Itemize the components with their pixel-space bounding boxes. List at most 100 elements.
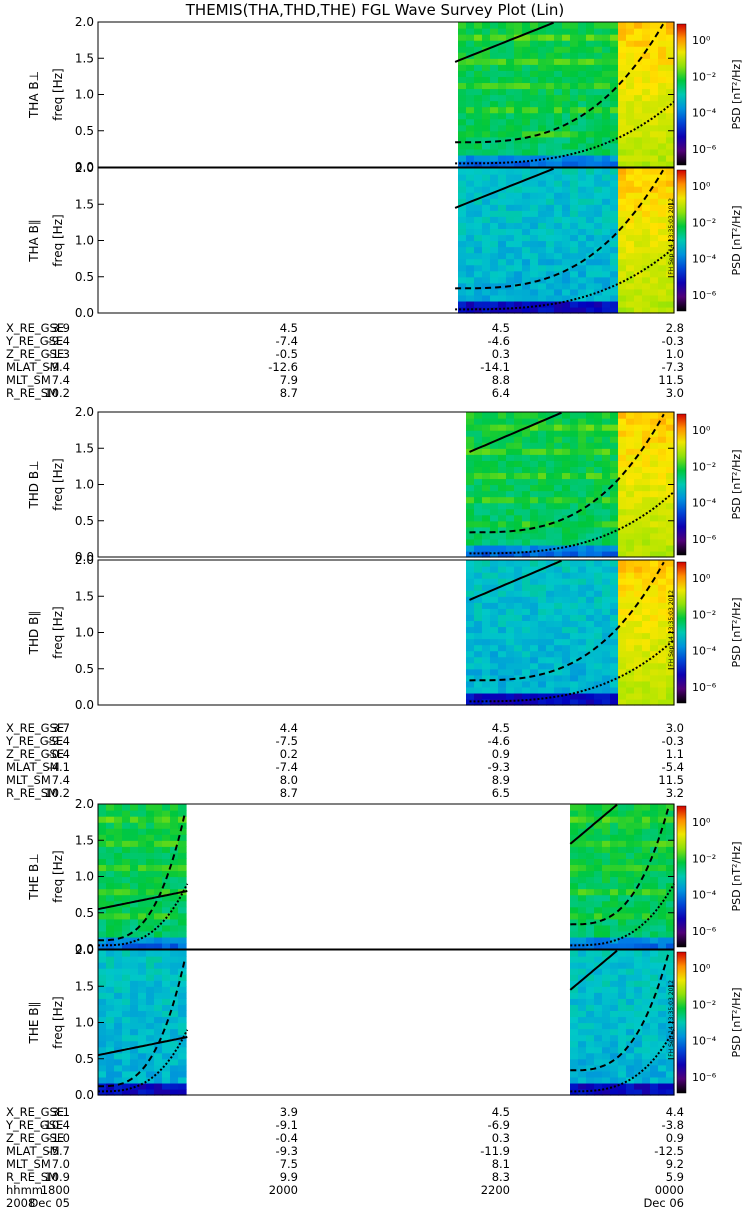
ephemeris-value: 4.5	[491, 321, 510, 335]
spectrogram-cell	[650, 246, 659, 254]
spectrogram-cell	[538, 52, 547, 59]
spectrogram-cell	[642, 828, 651, 835]
spectrogram-cell	[626, 924, 635, 932]
colorbar-tick-label: 10⁻²	[692, 216, 716, 229]
spectrogram-cell	[522, 130, 531, 138]
spectrogram-cell	[514, 216, 523, 223]
spectrogram-cell	[642, 288, 651, 296]
spectrogram-cell	[610, 430, 619, 437]
ephemeris-value: 10.2	[44, 786, 70, 800]
spectrogram-cell	[626, 442, 635, 449]
spectrogram-cell	[522, 168, 531, 175]
spectrogram-cell	[594, 1064, 603, 1072]
spectrogram-cell	[554, 112, 563, 120]
spectrogram-cell	[594, 514, 603, 522]
spectrogram-cell	[618, 502, 627, 510]
spectrogram-cell	[122, 1004, 131, 1012]
spectrogram-cell	[538, 538, 547, 546]
spectrogram-cell	[618, 1088, 627, 1096]
spectrogram-cell	[514, 596, 523, 603]
spectrogram-cell	[610, 942, 619, 950]
spectrogram-cell	[610, 584, 619, 591]
colorbar-tick-label: 10⁻⁴	[692, 889, 717, 902]
ephemeris-value: 3.0	[665, 721, 684, 735]
spectrogram-cell	[586, 294, 595, 302]
spectrogram-cell	[610, 154, 619, 162]
spectrogram-cell	[466, 288, 475, 296]
spectrogram-cell	[554, 538, 563, 546]
spectrogram-cell	[642, 82, 651, 90]
spectrogram-cell	[602, 82, 611, 90]
spectrogram-cell	[650, 614, 659, 622]
spectrogram-cell	[626, 962, 635, 969]
spectrogram-cell	[658, 136, 667, 144]
spectrogram-cell	[602, 288, 611, 296]
ephemeris-value: 0.3	[491, 347, 510, 361]
spectrogram-cell	[666, 816, 675, 823]
spectrogram-cell	[602, 900, 611, 908]
spectrogram-cell	[514, 52, 523, 59]
spectrogram-cell	[538, 632, 547, 640]
spectrogram-cell	[522, 288, 531, 296]
spectrogram-cell	[666, 454, 675, 461]
spectrogram-cell	[602, 306, 611, 314]
spectrogram-cell	[650, 46, 659, 53]
spectrogram-cell	[602, 846, 611, 853]
spectrogram-cell	[610, 520, 619, 528]
spectrogram-cell	[154, 1022, 163, 1030]
spectrogram-cell	[546, 454, 555, 461]
spectrogram-cell	[602, 168, 611, 175]
spectrogram-cell	[634, 502, 643, 510]
spectrogram-cell	[642, 584, 651, 591]
spectrogram-cell	[498, 656, 507, 664]
spectrogram-cell	[154, 986, 163, 993]
spectrogram-cell	[626, 154, 635, 162]
spectrogram-cell	[490, 282, 499, 290]
colorbar-tick-label: 10⁻²	[692, 998, 716, 1011]
spectrogram-cell	[578, 502, 587, 510]
spectrogram-cell	[618, 160, 627, 168]
spectrogram-cell	[506, 584, 515, 591]
spectrogram-cell	[554, 174, 563, 181]
spectrogram-cell	[626, 912, 635, 920]
spectrogram-cell	[498, 136, 507, 144]
spectrogram-cell	[650, 484, 659, 492]
spectrogram-cell	[666, 88, 675, 96]
spectrogram-cell	[498, 424, 507, 431]
spectrogram-cell	[594, 106, 603, 114]
spectrogram-cell	[146, 950, 155, 957]
spectrogram-cell	[586, 94, 595, 102]
spectrogram-cell	[658, 306, 667, 314]
spectrogram-cell	[466, 64, 475, 71]
spectrogram-cell	[610, 70, 619, 77]
spectrogram-cell	[490, 180, 499, 187]
ephemeris-value: -5.7	[47, 1144, 70, 1158]
spectrogram-cell	[642, 204, 651, 211]
spectrogram-cell	[506, 28, 515, 35]
spectrogram-cell	[538, 698, 547, 706]
spectrogram-cell	[458, 106, 467, 114]
spectrogram-cell	[666, 204, 675, 211]
spectrogram-cell	[506, 222, 515, 230]
spectrogram-cell	[106, 864, 115, 872]
spectrogram-cell	[578, 204, 587, 211]
spectrogram-cell	[594, 950, 603, 957]
spectrogram-cell	[666, 306, 675, 314]
spectrogram-cell	[98, 912, 107, 920]
spectrogram-cell	[642, 560, 651, 567]
spectrogram-cell	[498, 478, 507, 486]
spectrogram-cell	[594, 1016, 603, 1024]
spectrogram-cell	[162, 956, 171, 963]
spectrogram-cell	[642, 442, 651, 449]
spectrogram-cell	[658, 804, 667, 811]
spectrogram-cell	[658, 822, 667, 829]
spectrogram-cell	[594, 160, 603, 168]
spectrogram-cell	[482, 460, 491, 467]
spectrogram-cell	[602, 1028, 611, 1036]
spectrogram-cell	[666, 430, 675, 437]
spectrogram-cell	[162, 1082, 171, 1090]
spectrogram-cell	[538, 614, 547, 622]
spectrogram-cell	[458, 264, 467, 272]
spectrogram-cell	[642, 980, 651, 987]
